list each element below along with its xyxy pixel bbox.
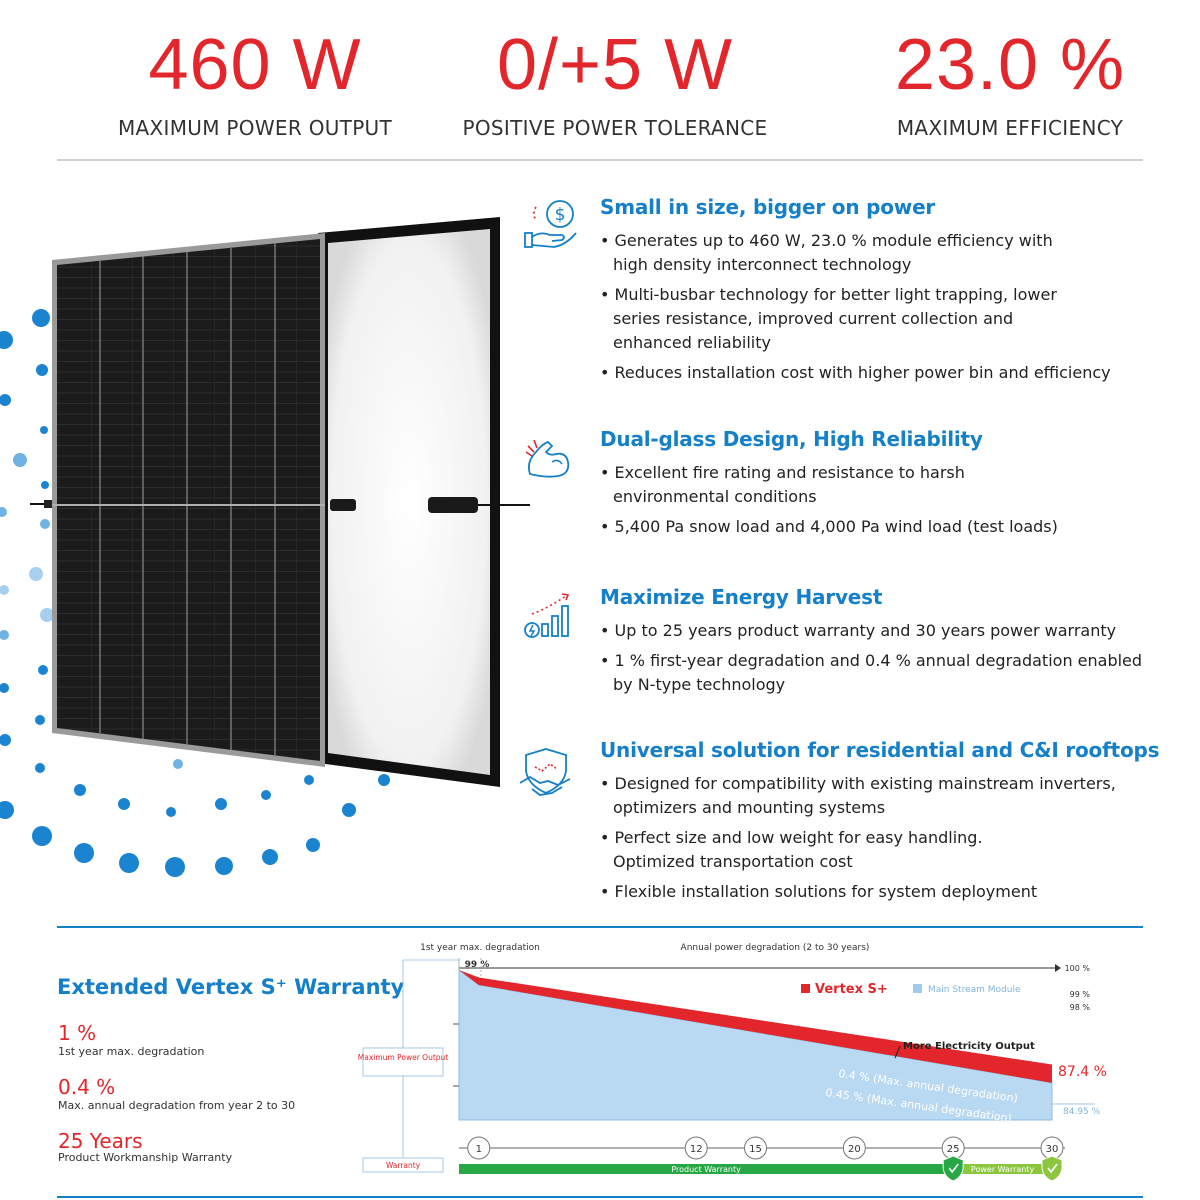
x-tick-circle xyxy=(684,1136,708,1160)
more-output-label: More Electricity Output xyxy=(903,1041,1035,1052)
shield-check-icon xyxy=(942,1155,964,1182)
x-tick-circle xyxy=(744,1136,767,1160)
warranty-annual-desc: Max. annual degradation from year 2 to 3… xyxy=(58,1099,296,1112)
feature-bullet: 1 % first-year degradation and 0.4 % ann… xyxy=(600,649,1158,697)
feature-bullet: Generates up to 460 W, 23.0 % module eff… xyxy=(600,229,1080,277)
right-label-98: 98 % xyxy=(1070,1003,1091,1012)
warranty-divider-top xyxy=(57,926,1143,928)
feature-bullet: Designed for compatibility with existing… xyxy=(600,772,1143,820)
first-year-value: 99 % xyxy=(465,960,490,970)
product-warranty-bar xyxy=(459,1164,954,1174)
feature-bullet: Reduces installation cost with higher po… xyxy=(600,361,1143,385)
solar-panel-illustration xyxy=(30,217,530,787)
legend-swatch-vertex xyxy=(801,984,810,993)
warranty-divider-bottom xyxy=(57,1196,1143,1198)
muscle-arm-icon xyxy=(525,439,570,478)
feature-energy-harvest: Maximize Energy Harvest Up to 25 years p… xyxy=(600,585,1160,703)
energy-growth-icon xyxy=(524,593,570,638)
first-year-label: 1st year max. degradation xyxy=(420,943,540,953)
warranty-title: Extended Vertex S⁺ Warranty xyxy=(57,975,405,999)
feature-title: Small in size, bigger on power xyxy=(600,195,936,219)
stat-value: 0/+5 W xyxy=(496,25,734,105)
stat-label: MAXIMUM POWER OUTPUT xyxy=(117,116,393,140)
feature-dual-glass: Dual-glass Design, High Reliability Exce… xyxy=(600,427,1160,545)
stat-value: 460 W xyxy=(148,25,362,105)
x-tick-circle xyxy=(842,1136,866,1160)
x-label: Warranty xyxy=(386,1161,421,1170)
feature-title: Dual-glass Design, High Reliability xyxy=(600,427,983,451)
handshake-shield-icon xyxy=(519,748,571,796)
stat-label: POSITIVE POWER TOLERANCE xyxy=(462,116,768,140)
legend-label-mainstream: Main Stream Module xyxy=(928,985,1021,995)
x-tick-label: 15 xyxy=(749,1144,762,1155)
annual-degradation-label: Annual power degradation (2 to 30 years) xyxy=(681,943,870,953)
power-warranty-bar xyxy=(953,1164,1052,1174)
x-tick-label: 12 xyxy=(690,1144,703,1155)
x-tick-label: 20 xyxy=(848,1144,861,1155)
feature-bullet: 5,400 Pa snow load and 4,000 Pa wind loa… xyxy=(600,515,1160,539)
more-output-pointer xyxy=(894,1045,901,1059)
y-label: Maximum Power Output xyxy=(358,1053,449,1062)
product-warranty-label: Product Warranty xyxy=(671,1165,741,1174)
feature-title: Universal solution for residential and C… xyxy=(600,738,1160,762)
feature-bullet: Up to 25 years product warranty and 30 y… xyxy=(600,619,1160,643)
stat-value: 23.0 % xyxy=(894,25,1126,105)
decorative-dots xyxy=(0,309,390,877)
feature-small-size: Small in size, bigger on power Generates… xyxy=(600,195,1160,391)
mainstream-end-label: 84.95 % xyxy=(1063,1107,1101,1117)
feature-bullet: Multi-busbar technology for better light… xyxy=(600,283,1083,355)
legend-swatch-mainstream xyxy=(913,984,922,993)
svg-text:$: $ xyxy=(555,205,566,225)
x-tick-circle xyxy=(467,1136,491,1160)
right-label-99: 99 % xyxy=(1070,990,1091,999)
stat-max-efficiency: 23.0 % MAXIMUM EFFICIENCY xyxy=(820,28,1200,140)
top-divider xyxy=(57,159,1143,161)
feature-title: Maximize Energy Harvest xyxy=(600,585,883,609)
x-tick-label: 1 xyxy=(476,1144,482,1155)
stat-max-power: 460 W MAXIMUM POWER OUTPUT xyxy=(60,28,450,140)
warranty-annual-value: 0.4 % xyxy=(58,1075,116,1099)
warranty-years-desc: Product Workmanship Warranty xyxy=(58,1151,233,1164)
warranty-chart: 1st year max. degradation Annual power de… xyxy=(358,943,1107,1182)
feature-bullet: Excellent fire rating and resistance to … xyxy=(600,461,1003,509)
feature-bullet: Flexible installation solutions for syst… xyxy=(600,880,1190,904)
x-tick-label: 25 xyxy=(947,1144,960,1155)
x-label-box xyxy=(362,1157,444,1173)
vertex-end-label: 87.4 % xyxy=(1058,1064,1107,1080)
feature-universal-solution: Universal solution for residential and C… xyxy=(600,738,1190,910)
vertex-area xyxy=(459,970,1052,1083)
legend-label-vertex: Vertex S+ xyxy=(815,982,888,997)
checkmark-icon xyxy=(948,1163,959,1174)
stat-power-tolerance: 0/+5 W POSITIVE POWER TOLERANCE xyxy=(420,28,810,140)
warranty-degradation-desc: 1st year max. degradation xyxy=(58,1045,205,1058)
warranty-years-value: 25 Years xyxy=(58,1129,143,1153)
checkmark-icon xyxy=(1047,1163,1058,1174)
dollar-hand-icon: $ xyxy=(524,200,577,248)
feature-bullet: Perfect size and low weight for easy han… xyxy=(600,826,1013,874)
power-warranty-label: Power Warranty xyxy=(971,1165,1035,1174)
right-label-100: 100 % xyxy=(1065,964,1091,973)
shield-check-icon xyxy=(1041,1155,1063,1182)
x-tick-label: 30 xyxy=(1046,1144,1059,1155)
warranty-degradation-value: 1 % xyxy=(58,1021,97,1045)
stat-label: MAXIMUM EFFICIENCY xyxy=(896,116,1124,140)
top-arrow-head xyxy=(1055,964,1061,972)
y-label-box xyxy=(362,1047,444,1077)
